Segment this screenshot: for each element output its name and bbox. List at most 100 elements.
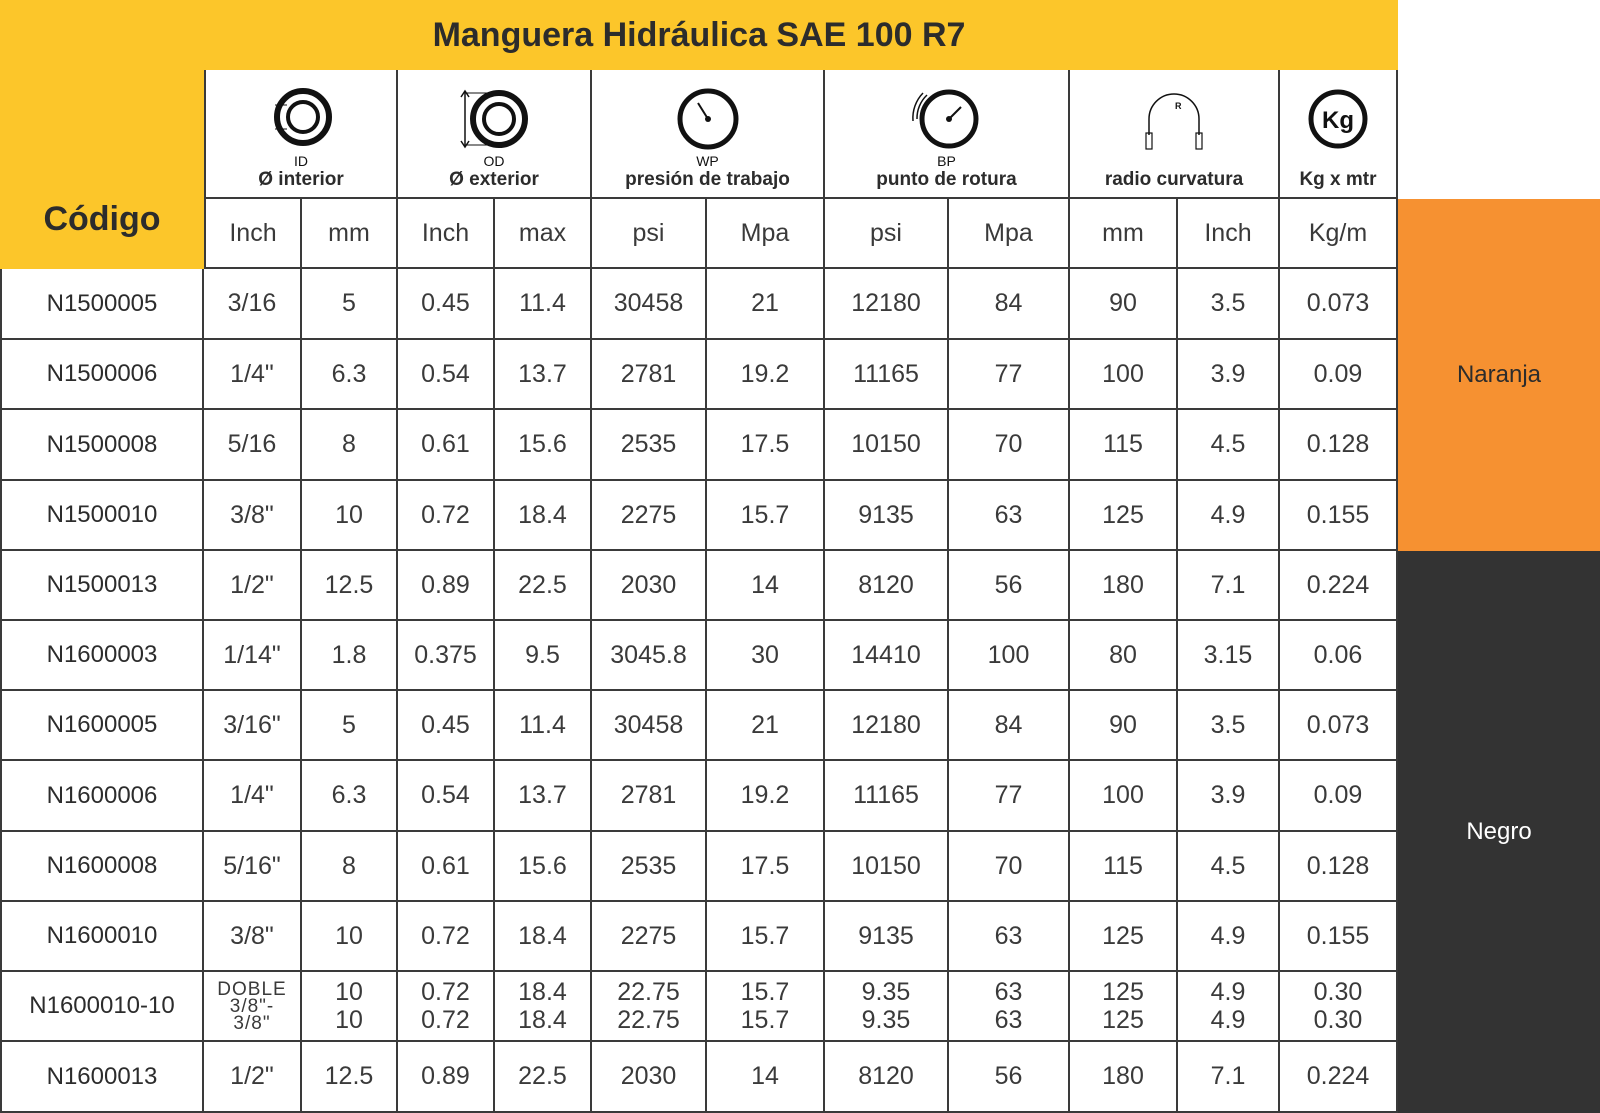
table-cell: 0.375: [398, 621, 495, 691]
svg-text:R: R: [1175, 101, 1182, 111]
codigo-header: Código: [0, 70, 204, 269]
code-value: N1600006: [46, 781, 158, 809]
cell-value: 5: [342, 289, 356, 317]
cell-value: 7.1: [1210, 570, 1246, 599]
header-group-label: presión de trabajo: [625, 169, 790, 190]
icon-label: WP: [696, 153, 719, 169]
cell-line: 0.72: [421, 978, 470, 1006]
cell-value: 0.375: [414, 640, 477, 669]
cell-line: 22.75: [617, 1006, 680, 1034]
table-cell: 125 125: [1070, 972, 1178, 1042]
unit-label: Mpa: [984, 218, 1033, 247]
bend-radius-icon: R: [1129, 87, 1219, 159]
cell-value: 0.128: [1306, 430, 1370, 458]
row-code: N1600006: [0, 761, 204, 832]
table-cell: 3.9: [1178, 340, 1280, 410]
cell-value: 11165: [853, 359, 919, 388]
unit-header: psi: [825, 199, 949, 269]
header-group-label: Ø interior: [258, 169, 344, 190]
table-cell: 7.1: [1178, 1042, 1280, 1113]
cell-value: 0.155: [1306, 500, 1370, 529]
code-value: N1600010-10: [29, 992, 175, 1019]
table-cell: 0.128: [1280, 410, 1398, 481]
cell-value: 125: [1102, 921, 1144, 950]
code-value: N1500013: [46, 571, 158, 598]
cell-value: 1/4": [230, 359, 274, 388]
table-cell: 63: [949, 902, 1070, 972]
table-cell: 180: [1070, 1042, 1178, 1113]
table-cell: 1/2": [204, 1042, 302, 1113]
cell-value: 4.9: [1210, 921, 1246, 950]
cell-value: 10150: [851, 851, 921, 880]
table-cell: 18.4 18.4: [495, 972, 592, 1042]
table-cell: 70: [949, 832, 1070, 902]
cell-value: 0.155: [1306, 921, 1370, 950]
cell-value: 8: [342, 430, 356, 458]
table-cell: 0.89: [398, 551, 495, 621]
cell-value: 63: [994, 500, 1023, 529]
cell-value: 2275: [620, 500, 677, 529]
cell-value: 10: [335, 500, 363, 529]
table-cell: 0.72 0.72: [398, 972, 495, 1042]
header-group-5: Kg Kg x mtr: [1280, 70, 1398, 199]
cell-value: 30458: [613, 710, 684, 739]
cell-value: 0.89: [421, 1062, 470, 1090]
table-cell: 5: [302, 269, 398, 340]
cell-value: 2030: [620, 1062, 677, 1090]
header-group-1: OD Ø exterior: [398, 70, 592, 199]
color-group-naranja: Naranja: [1398, 199, 1600, 551]
cell-value: 14: [751, 570, 779, 599]
cell-value: 15.7: [740, 921, 790, 950]
cell-value: 14: [751, 1062, 779, 1090]
table-cell: 0.54: [398, 340, 495, 410]
cell-value: 0.09: [1313, 781, 1363, 809]
table-cell: 180: [1070, 551, 1178, 621]
cell-value: 8120: [858, 570, 914, 599]
cell-value: 2030: [620, 570, 677, 599]
cell-line: 0.30: [1313, 1006, 1363, 1034]
table-cell: 11165: [825, 340, 949, 410]
cell-value: 0.89: [421, 570, 470, 599]
table-cell: 0.073: [1280, 691, 1398, 761]
table-cell: 7.1: [1178, 551, 1280, 621]
table-cell: 22.5: [495, 1042, 592, 1113]
table-cell: 6.3: [302, 340, 398, 410]
table-cell: 9135: [825, 902, 949, 972]
cell-value: 18.4: [518, 500, 567, 529]
unit-label: max: [518, 218, 567, 247]
outer-diameter-icon: OD: [449, 87, 539, 169]
row-code: N1600003: [0, 621, 204, 691]
row-code: N1500008: [0, 410, 204, 481]
cell-value: 0.224: [1306, 570, 1370, 599]
cell-line: 15.7: [740, 1006, 790, 1034]
cell-value: 1/2": [230, 1062, 274, 1090]
cell-line: 125: [1102, 978, 1144, 1006]
table-cell: 3/8": [204, 481, 302, 551]
table-cell: 4.9: [1178, 481, 1280, 551]
cell-value: 100: [987, 640, 1030, 669]
header-group-label: punto de rotura: [876, 169, 1017, 190]
cell-value: 30458: [613, 289, 684, 317]
cell-value: 2781: [620, 781, 677, 809]
table-cell: 3/16": [204, 691, 302, 761]
table-cell: 4.5: [1178, 410, 1280, 481]
table-cell: 4.9: [1178, 902, 1280, 972]
cell-value: 3045.8: [610, 640, 687, 669]
icon-label: BP: [937, 153, 956, 169]
cell-value: 0.45: [421, 710, 470, 739]
table-cell: 21: [707, 691, 825, 761]
table-cell: 63 63: [949, 972, 1070, 1042]
cell-line: 0.30: [1313, 978, 1363, 1006]
cell-value: 21: [751, 289, 779, 317]
table-cell: 3.5: [1178, 269, 1280, 340]
table-cell: 2275: [592, 481, 707, 551]
cell-value: 70: [994, 851, 1023, 880]
cell-value: 5/16: [227, 430, 277, 458]
code-value: N1600010: [46, 922, 158, 949]
unit-header: mm: [302, 199, 398, 269]
table-cell: 1/4": [204, 761, 302, 832]
inner-diameter-icon: ID: [261, 87, 341, 169]
table-cell: 8120: [825, 551, 949, 621]
cell-value: 12.5: [324, 570, 374, 599]
